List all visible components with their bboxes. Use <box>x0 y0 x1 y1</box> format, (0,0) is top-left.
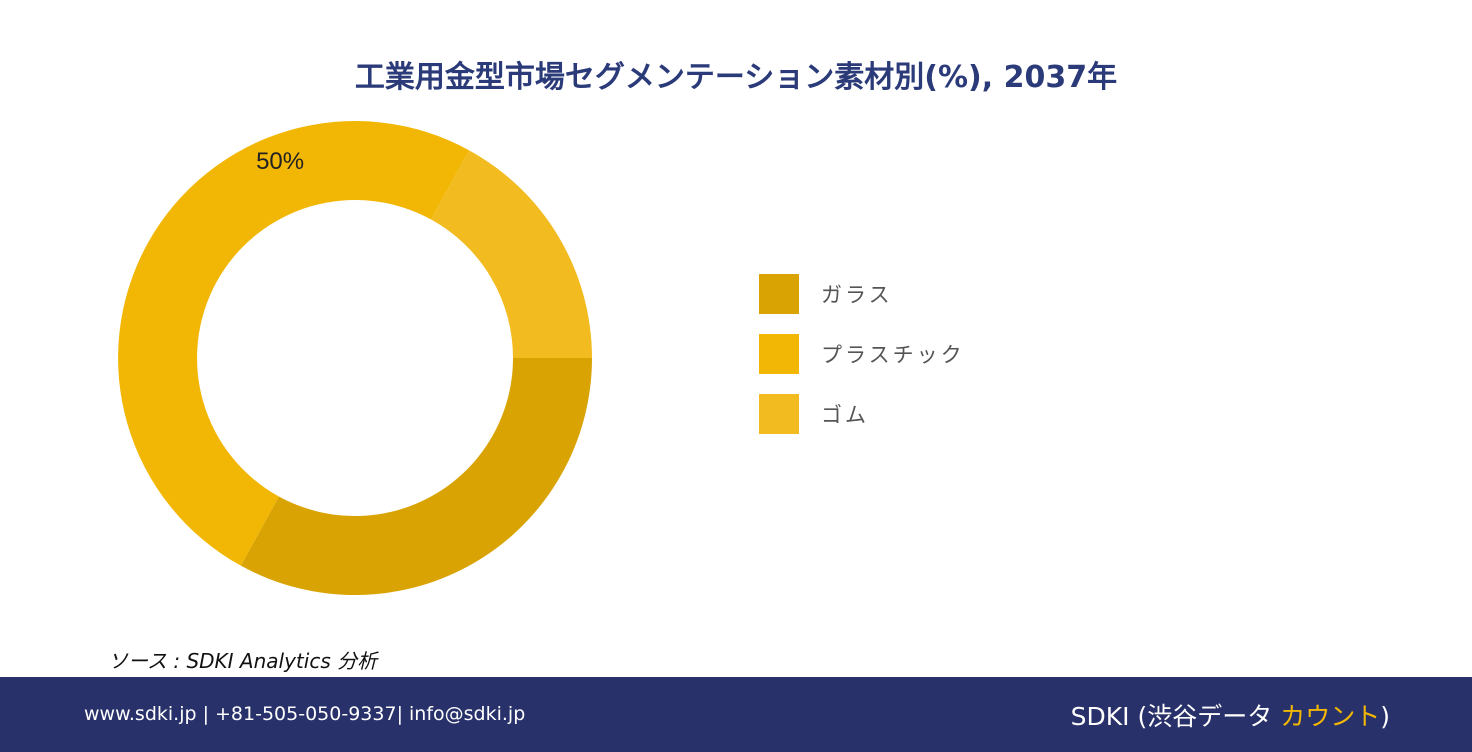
donut-slice-glass <box>240 358 592 595</box>
legend-label: ゴム <box>821 403 869 427</box>
legend-item-plastic: プラスチック <box>759 334 965 374</box>
brand-prefix: SDKI (渋谷データ <box>1070 702 1281 731</box>
legend-label: プラスチック <box>821 343 965 367</box>
donut-slice-rubber <box>431 150 592 358</box>
legend-label: ガラス <box>821 283 893 307</box>
donut-chart: 50% <box>118 121 592 595</box>
legend-item-rubber: ゴム <box>759 394 965 434</box>
brand-suffix: ) <box>1380 702 1390 731</box>
footer-brand: SDKI (渋谷データ カウント) <box>1071 697 1390 733</box>
donut-slice-plastic <box>118 121 470 566</box>
legend-item-glass: ガラス <box>759 274 965 314</box>
footer-contact: www.sdki.jp | +81-505-050-9337| info@sdk… <box>84 703 526 725</box>
legend-swatch <box>759 394 799 434</box>
data-label-plastic: 50% <box>256 148 304 175</box>
legend-swatch <box>759 334 799 374</box>
chart-legend: ガラスプラスチック ゴム <box>759 274 965 454</box>
source-note: ソース : SDKI Analytics 分析 <box>108 649 378 673</box>
chart-title: 工業用金型市場セグメンテーション素材別(%), 2037年 <box>354 60 1118 95</box>
footer-bar: www.sdki.jp | +81-505-050-9337| info@sdk… <box>0 677 1472 752</box>
brand-highlight: カウント <box>1280 702 1381 731</box>
legend-swatch <box>759 274 799 314</box>
